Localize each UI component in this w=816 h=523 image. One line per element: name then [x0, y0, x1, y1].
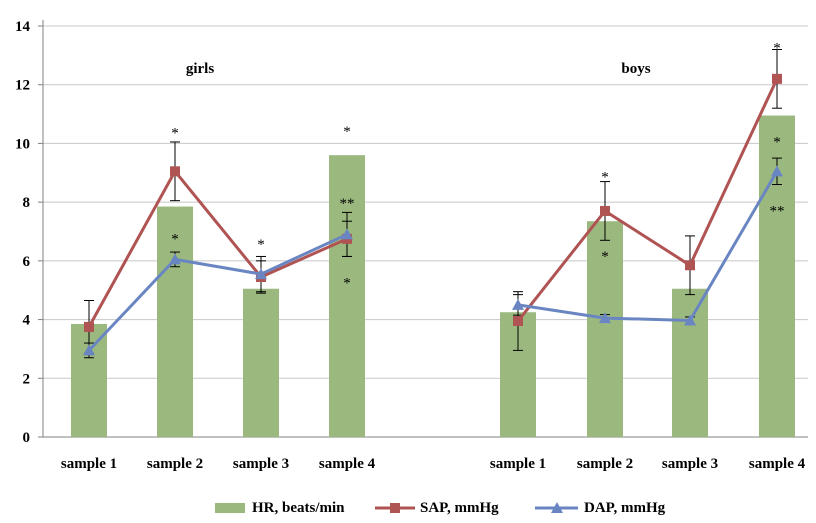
dap-point	[599, 312, 611, 324]
legend-hr-label: HR, beats/min	[252, 500, 345, 516]
x-category-label: sample 1	[490, 456, 546, 472]
significance-marker: *	[773, 134, 781, 150]
x-category-label: sample 2	[147, 456, 203, 472]
sap-line	[516, 78, 779, 322]
significance-marker: *	[171, 231, 179, 247]
hr-bars	[71, 115, 795, 438]
pressure-lines	[83, 48, 783, 359]
significance-marker: **	[770, 203, 785, 219]
legend-dap-marker	[551, 502, 563, 513]
hr-bar	[587, 221, 623, 437]
group-label: boys	[621, 61, 650, 77]
x-category-label: sample 2	[577, 456, 633, 472]
significance-marker: *	[773, 41, 781, 57]
y-tick-label: 2	[23, 371, 31, 387]
significance-marker: **	[340, 196, 355, 212]
significance-marker: *	[601, 170, 609, 186]
x-category-label: sample 1	[61, 456, 117, 472]
dap-point	[771, 165, 783, 177]
significance-marker: *	[601, 249, 609, 265]
dap-point	[341, 228, 353, 240]
significance-marker: *	[171, 126, 179, 142]
group-label: girls	[186, 61, 214, 77]
sap-point	[84, 321, 94, 332]
y-tick-label: 6	[23, 254, 31, 270]
dap-point	[684, 314, 696, 326]
sap-point	[685, 260, 695, 271]
significance-marker: *	[257, 237, 265, 253]
sap-point	[772, 73, 782, 84]
legend: HR, beats/min SAP, mmHg DAP, mmHg	[215, 500, 666, 516]
y-tick-label: 10	[15, 136, 30, 152]
hr-bar	[157, 206, 193, 437]
legend-sap-marker	[390, 503, 400, 513]
x-category-label: sample 3	[233, 456, 289, 472]
dap-point	[169, 253, 181, 265]
y-tick-label: 0	[23, 430, 31, 446]
y-tick-label: 4	[23, 313, 31, 329]
legend-dap-label: DAP, mmHg	[584, 500, 666, 516]
significance-marker: *	[343, 124, 351, 140]
sap-point	[170, 166, 180, 177]
legend-hr-swatch	[215, 503, 245, 513]
x-category-label: sample 4	[749, 456, 806, 472]
hr-bar	[672, 288, 708, 437]
sap-point	[513, 316, 523, 327]
x-category-label: sample 4	[319, 456, 376, 472]
x-category-label: sample 3	[662, 456, 718, 472]
legend-sap-label: SAP, mmHg	[420, 500, 499, 516]
y-tick-label: 14	[15, 19, 31, 35]
y-tick-label: 8	[23, 195, 31, 211]
sap-point	[600, 205, 610, 216]
hr-bar	[243, 288, 279, 437]
y-tick-label: 12	[15, 78, 30, 94]
dap-point	[512, 298, 524, 310]
dap-line	[517, 170, 779, 322]
dap-point	[83, 344, 95, 356]
significance-marker: *	[343, 275, 351, 291]
dap-line	[87, 233, 348, 352]
dap-point	[255, 268, 267, 280]
hr-bar	[329, 155, 365, 437]
sap-line	[87, 168, 348, 328]
